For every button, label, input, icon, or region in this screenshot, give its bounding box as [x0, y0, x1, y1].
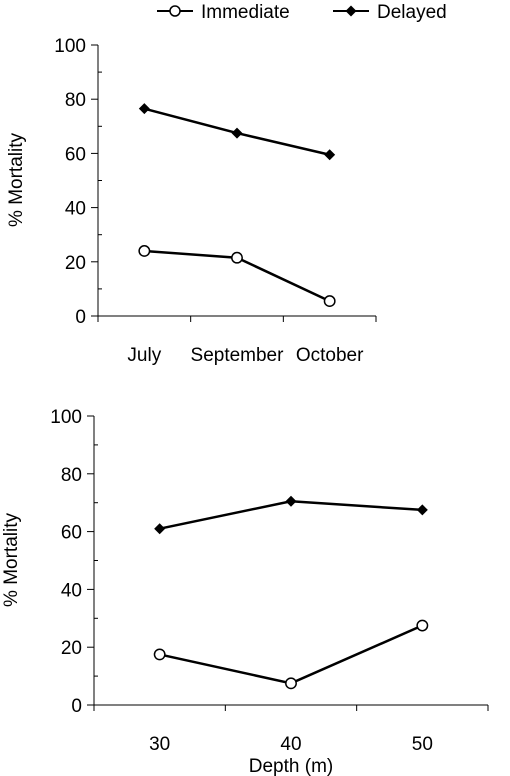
data-point-delayed: [154, 523, 166, 535]
y-tick-label: 40: [61, 580, 82, 601]
data-point-immediate: [285, 677, 297, 690]
y-tick-label: 80: [65, 90, 86, 111]
y-tick-label: 0: [75, 307, 86, 328]
y-tick-label: 20: [65, 253, 86, 274]
data-point-delayed: [231, 127, 243, 139]
legend-item-delayed: Delayed: [333, 2, 447, 23]
data-point-immediate: [416, 619, 429, 632]
y-tick-label: 0: [71, 696, 82, 717]
x-tick-label: July: [127, 345, 161, 366]
chart-panel-month: 0 20 40 60 80 100 July September October % Mortal…: [6, 36, 377, 366]
data-point-immediate: [153, 648, 166, 661]
x-tick-label: 40: [280, 734, 301, 755]
data-point-immediate: [231, 251, 243, 264]
filled-diamond-icon: [345, 5, 357, 17]
data-point-immediate: [138, 245, 151, 257]
y-axis-title: % Mortality: [6, 133, 27, 227]
data-point-delayed: [285, 495, 297, 507]
data-point-delayed: [138, 103, 150, 115]
x-axis-title: Depth (m): [249, 756, 333, 776]
open-circle-icon: [169, 5, 181, 17]
y-tick-label: 100: [50, 407, 82, 428]
y-tick-label: 20: [61, 638, 82, 659]
y-tick-label: 60: [65, 144, 86, 165]
legend-item-immediate: Immediate: [157, 2, 290, 23]
data-point-delayed: [324, 149, 336, 161]
data-point-delayed: [416, 504, 428, 516]
series-line-immediate: [159, 624, 423, 685]
y-tick-label: 100: [54, 36, 86, 57]
y-tick-label: 60: [61, 523, 82, 544]
data-point-immediate: [323, 295, 336, 308]
y-tick-label: 80: [61, 465, 82, 486]
legend-label-delayed: Delayed: [377, 2, 447, 23]
x-tick-label: 50: [412, 734, 433, 755]
y-axis-title: % Mortality: [1, 513, 22, 607]
x-tick-label: 30: [149, 734, 170, 755]
legend-label-immediate: Immediate: [201, 2, 290, 23]
chart-panel-depth: 0 20 40 60 80 100 30 40 50 % Mortality Depth (m): [1, 407, 489, 776]
y-tick-label: 40: [65, 199, 86, 220]
x-tick-label: September: [191, 345, 285, 366]
x-tick-label: October: [296, 345, 364, 366]
legend: Immediate Delayed: [157, 2, 447, 23]
